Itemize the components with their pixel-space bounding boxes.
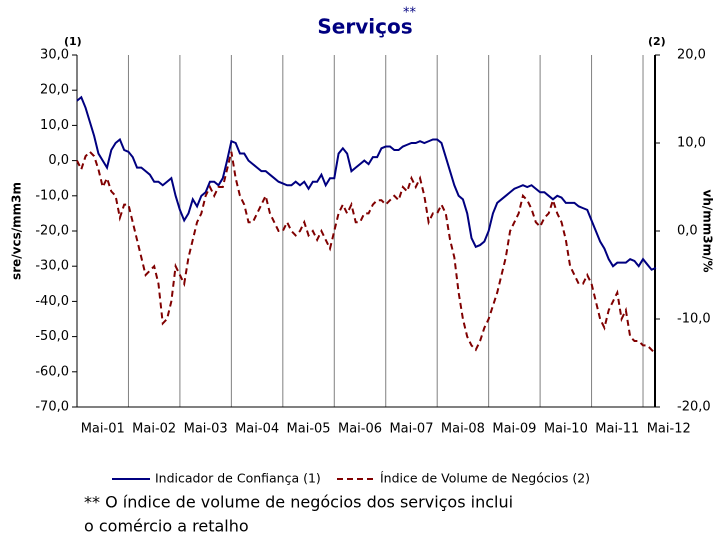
y-tick-label: 0,0 — [48, 153, 69, 168]
y-tick-label: -40,0 — [35, 294, 69, 309]
chart-title: Serviços — [317, 15, 412, 39]
y-tick-label: 10,0 — [40, 118, 69, 133]
x-tick-label: Mai-01 — [81, 422, 125, 437]
footnote: o comércio a retalho — [84, 517, 249, 536]
footnote: ** O índice de volume de negócios dos se… — [84, 493, 513, 512]
x-tick-label: Mai-10 — [544, 422, 588, 437]
y2-axis-label: vh/mm3m/% — [701, 189, 715, 272]
y-axis-label: sre/vcs/mm3m — [10, 182, 24, 280]
y-tick-label: -50,0 — [35, 329, 69, 344]
y2-tick-label: 10,0 — [677, 136, 706, 151]
x-tick-label: Mai-11 — [595, 422, 639, 437]
y2-tick-label: -10,0 — [677, 312, 711, 327]
y-tick-label: -60,0 — [35, 364, 69, 379]
series-line — [76, 95, 657, 271]
x-tick-label: Mai-05 — [287, 422, 331, 437]
y2-tick-label: 0,0 — [677, 224, 698, 239]
x-tick-label: Mai-03 — [184, 422, 228, 437]
y-tick-label: -10,0 — [35, 188, 69, 203]
y-tick-label: -20,0 — [35, 224, 69, 239]
x-tick-label: Mai-06 — [338, 422, 382, 437]
title-note: ** — [403, 6, 417, 21]
y-tick-label: -70,0 — [35, 400, 69, 415]
y-marker: (1) — [64, 35, 82, 48]
x-tick-label: Mai-04 — [235, 422, 279, 437]
x-tick-label: Mai-02 — [132, 422, 176, 437]
y-tick-label: 30,0 — [40, 48, 69, 63]
legend-label: Indicador de Confiança (1) — [155, 471, 321, 486]
x-tick-label: Mai-07 — [389, 422, 433, 437]
x-tick-label: Mai-12 — [647, 422, 691, 437]
y2-tick-label: -20,0 — [677, 400, 711, 415]
y-tick-label: 20,0 — [40, 83, 69, 98]
legend-label: Índice de Volume de Negócios (2) — [380, 471, 590, 486]
series-line — [76, 150, 657, 355]
x-tick-label: Mai-08 — [441, 422, 485, 437]
x-tick-label: Mai-09 — [492, 422, 536, 437]
y2-marker: (2) — [648, 35, 666, 48]
y-tick-label: -30,0 — [35, 259, 69, 274]
y2-tick-label: 20,0 — [677, 48, 706, 63]
